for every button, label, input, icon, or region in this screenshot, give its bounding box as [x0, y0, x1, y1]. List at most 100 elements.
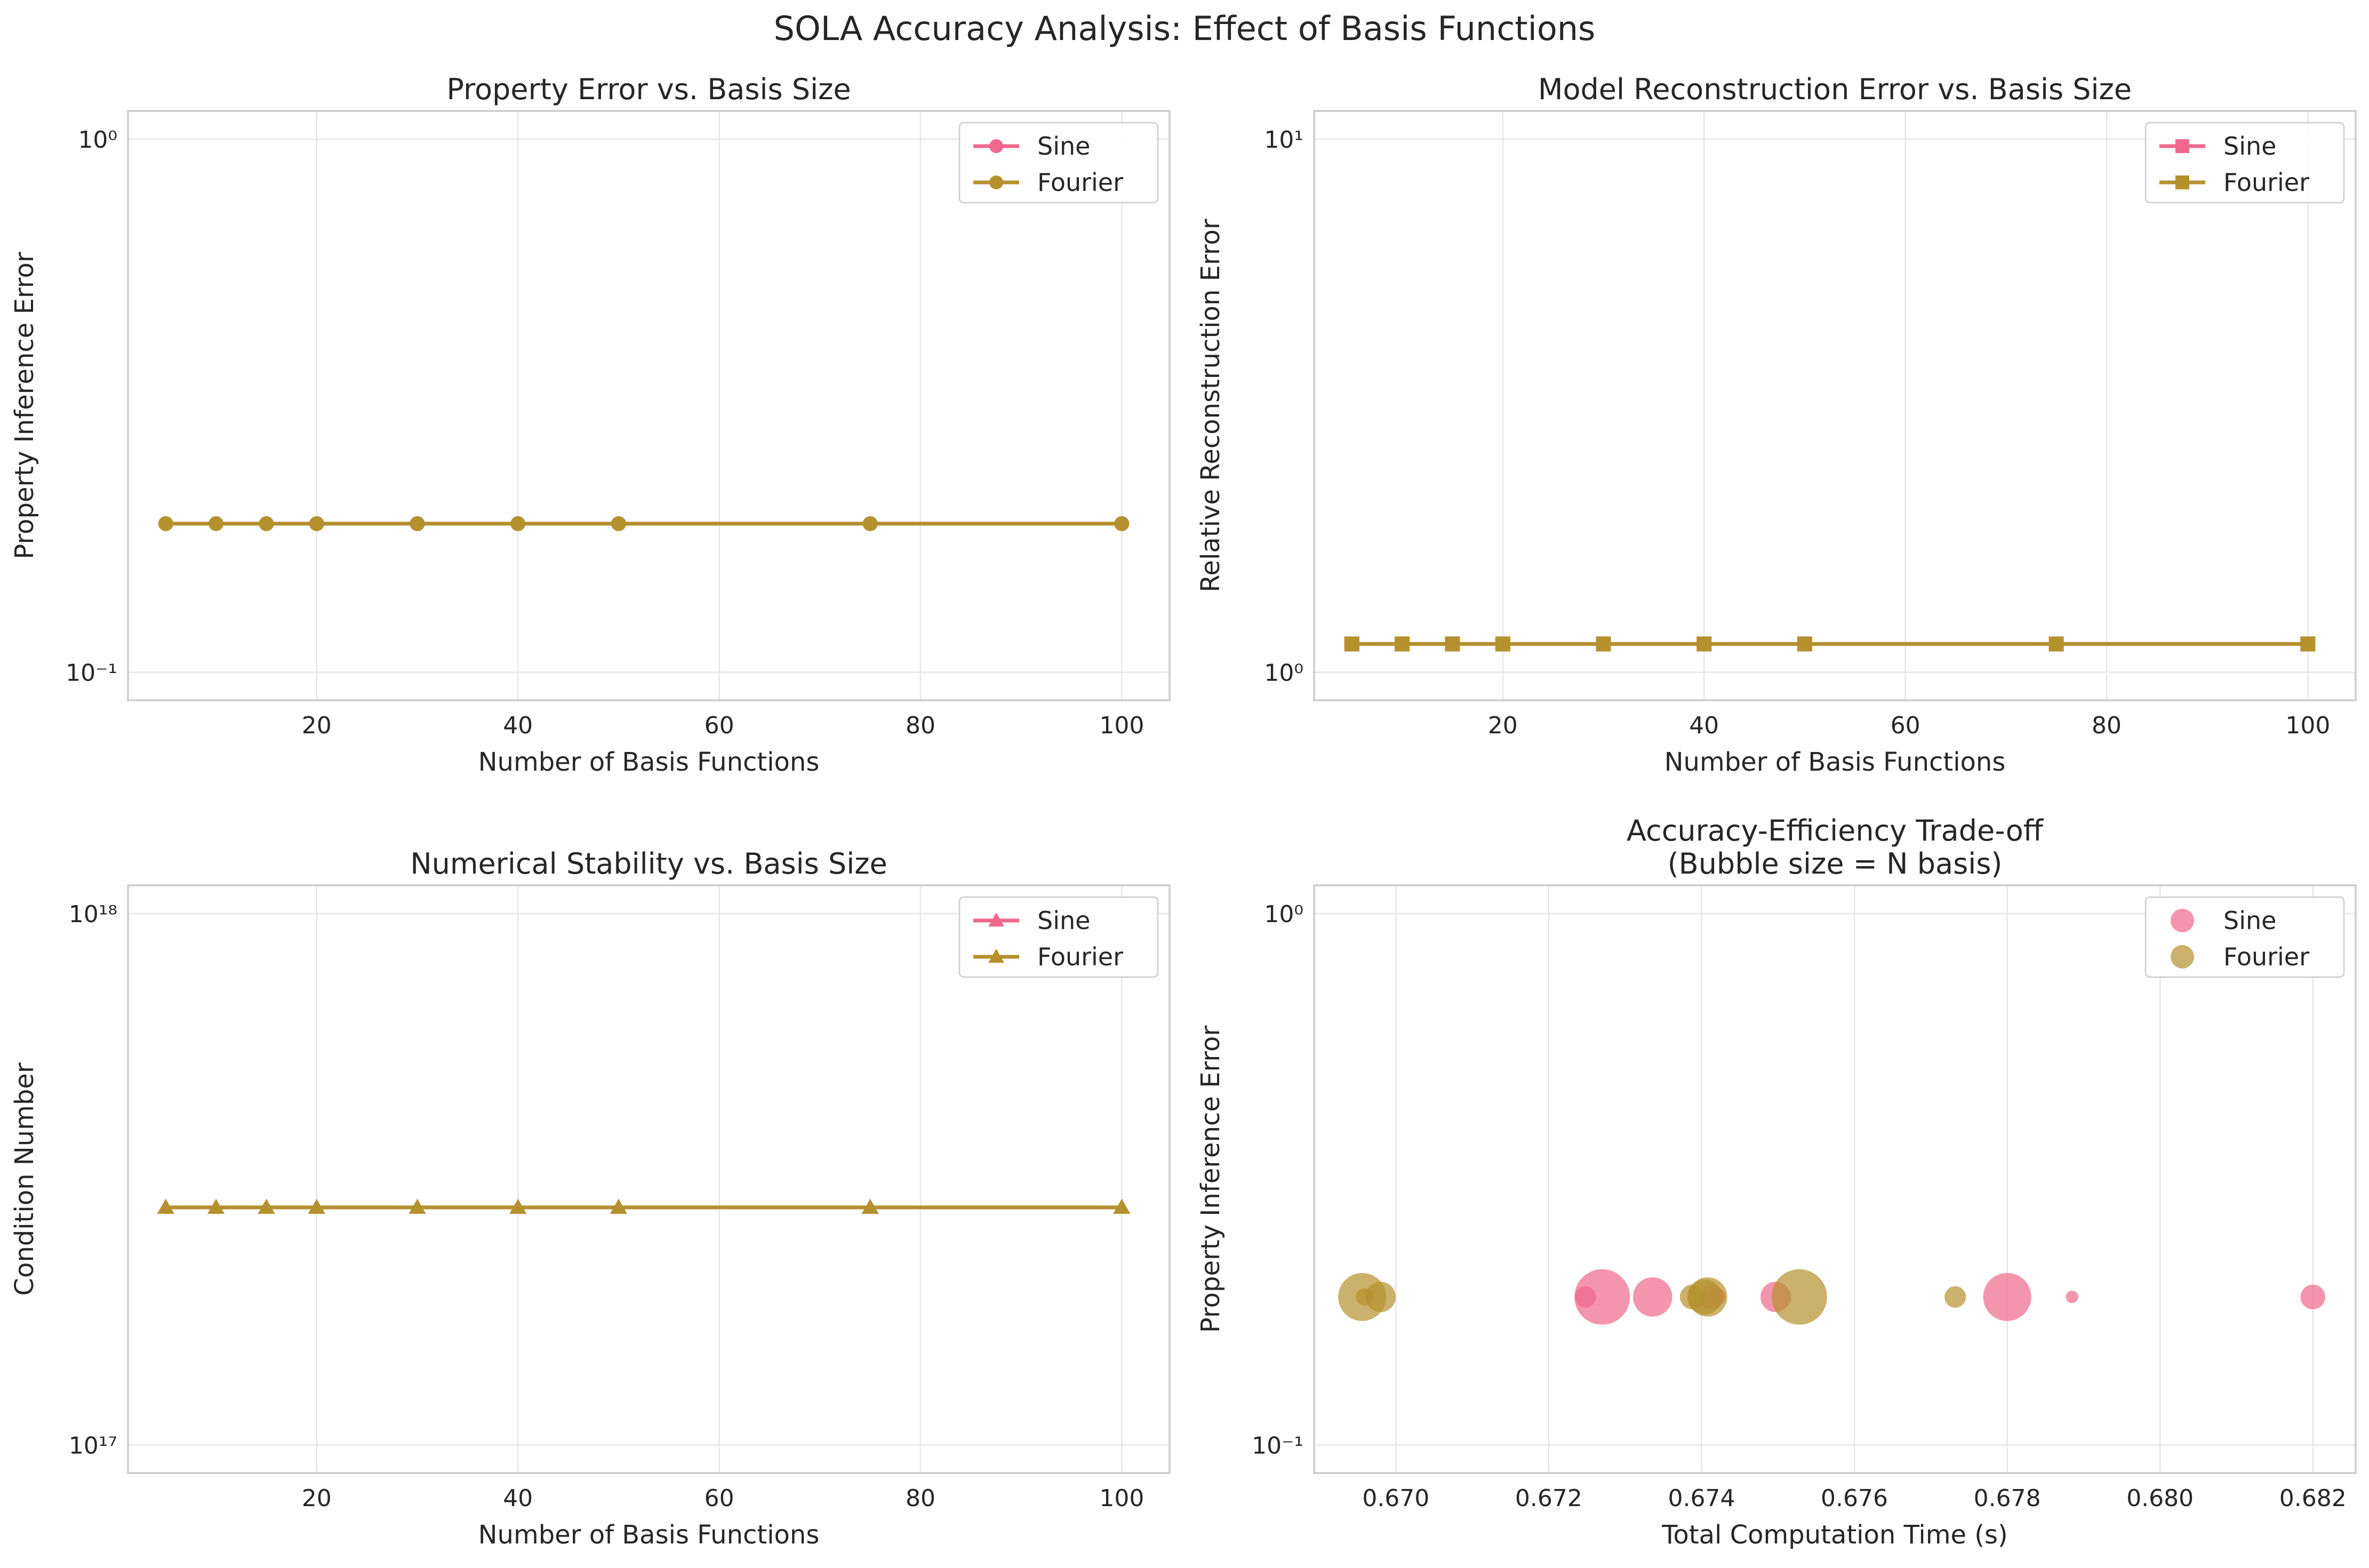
legend-marker [989, 139, 1003, 153]
data-point [157, 1198, 174, 1214]
data-point [1113, 1198, 1131, 1214]
data-point [1696, 636, 1712, 652]
chart-title: Accuracy-Efficiency Trade-off [1627, 814, 2044, 847]
bubble [1771, 1269, 1827, 1325]
x-tick-label: 60 [705, 1485, 734, 1512]
bubble [1574, 1269, 1630, 1325]
x-tick-label: 80 [2092, 712, 2122, 739]
legend-marker [989, 175, 1003, 189]
x-tick-label: 20 [302, 712, 332, 739]
data-point [1797, 636, 1812, 652]
x-axis-label: Total Computation Time (s) [1661, 1520, 2008, 1550]
series-fourier [1338, 1269, 1966, 1325]
data-point [1114, 516, 1130, 531]
figure-title: SOLA Accuracy Analysis: Effect of Basis … [774, 9, 1596, 48]
chart-title: Numerical Stability vs. Basis Size [410, 847, 887, 881]
legend-label: Fourier [2223, 942, 2309, 971]
y-tick-label: 10¹⁸ [69, 901, 117, 928]
data-point [258, 1198, 275, 1214]
bubble [1688, 1277, 1727, 1317]
bubble [2300, 1284, 2326, 1310]
x-tick-label: 0.676 [1821, 1485, 1888, 1512]
data-point [509, 1198, 527, 1214]
legend-item-fourier: Fourier [2171, 942, 2309, 971]
legend: Sine Fourier [958, 896, 1159, 978]
bubble [1365, 1282, 1396, 1313]
legend-label: Fourier [1037, 168, 1123, 197]
data-point [309, 516, 324, 531]
legend-item-sine: Sine [2171, 906, 2276, 935]
x-tick-label: 40 [1689, 712, 1719, 739]
series-fourier [157, 1198, 1131, 1214]
data-point [207, 1198, 225, 1214]
data-point [510, 516, 526, 531]
plot-frame [127, 884, 1171, 1474]
legend-item-sine: Sine [2159, 132, 2276, 161]
data-point [259, 516, 274, 531]
legend-marker [2175, 139, 2189, 153]
legend-marker [2175, 175, 2189, 189]
chart-title: Model Reconstruction Error vs. Basis Siz… [1538, 73, 2132, 106]
bubble [1944, 1286, 1966, 1308]
data-point [862, 516, 878, 531]
chart-title: Property Error vs. Basis Size [446, 73, 851, 106]
series-fourier [158, 516, 1130, 531]
legend-frame [2144, 896, 2345, 978]
x-tick-label: 60 [1891, 712, 1920, 739]
x-axis-label: Number of Basis Functions [478, 747, 820, 777]
panel-reconstruction-error: 20 40 60 80 100 10⁰ 10¹ Model Reconstruction Er… [1196, 73, 2357, 777]
legend-item-sine: Sine [973, 906, 1090, 935]
data-point [1495, 636, 1510, 652]
plot-frame [1313, 884, 2357, 1474]
legend-marker [2171, 945, 2194, 969]
y-tick-label: 10⁻¹ [66, 659, 117, 686]
y-axis-label: Property Inference Error [1196, 1026, 1226, 1333]
x-tick-label: 0.680 [2126, 1485, 2194, 1512]
panels: 20 40 60 80 100 10⁻¹ 10⁰ Property Error vs. Bas… [10, 73, 2357, 1550]
legend-item-fourier: Fourier [973, 168, 1123, 197]
data-point [2048, 636, 2064, 652]
legend: Sine Fourier [958, 122, 1159, 204]
data-point [410, 516, 425, 531]
bubble [1983, 1273, 2031, 1321]
data-point [209, 516, 224, 531]
series-sine [1574, 1269, 2326, 1325]
y-tick-label: 10¹ [1264, 126, 1303, 154]
plot-frame [127, 110, 1171, 701]
x-tick-label: 20 [302, 1485, 332, 1512]
legend-item-fourier: Fourier [973, 942, 1123, 971]
x-tick-label: 100 [2285, 712, 2330, 739]
data-point [861, 1198, 879, 1214]
legend-label: Sine [1037, 132, 1090, 161]
legend-item-sine: Sine [973, 132, 1090, 161]
x-tick-label: 100 [1099, 1485, 1144, 1512]
x-tick-label: 40 [503, 712, 533, 739]
panel-tradeoff: 0.670 0.672 0.674 0.676 0.678 0.680 0.682 10⁻¹ 1… [1196, 814, 2357, 1550]
legend-marker [988, 913, 1004, 927]
x-tick-label: 0.682 [2279, 1485, 2347, 1512]
x-tick-label: 40 [503, 1485, 533, 1512]
x-tick-label: 60 [705, 712, 734, 739]
legend-label: Sine [2223, 132, 2276, 161]
legend-label: Sine [1037, 906, 1090, 935]
data-point [308, 1198, 325, 1214]
legend-marker [2171, 909, 2194, 932]
x-tick-label: 100 [1099, 712, 1144, 739]
panel-condition-number: 20 40 60 80 100 10¹⁷ 10¹⁸ Numerical Stability v… [10, 847, 1171, 1550]
x-axis-label: Number of Basis Functions [478, 1520, 820, 1550]
data-point [1395, 636, 1410, 652]
y-axis-label: Relative Reconstruction Error [1196, 219, 1226, 593]
x-tick-label: 0.670 [1362, 1485, 1429, 1512]
legend: Sine Fourier [2144, 122, 2345, 204]
y-axis-label: Condition Number [10, 1062, 39, 1295]
y-tick-label: 10⁰ [1264, 659, 1303, 686]
x-tick-label: 20 [1488, 712, 1518, 739]
y-axis-label: Property Inference Error [10, 252, 39, 559]
data-point [158, 516, 173, 531]
data-point [2300, 636, 2316, 652]
bubble [2066, 1291, 2079, 1303]
series-fourier [1344, 636, 2316, 652]
y-tick-label: 10⁰ [1264, 901, 1303, 928]
y-tick-label: 10⁰ [78, 126, 117, 154]
